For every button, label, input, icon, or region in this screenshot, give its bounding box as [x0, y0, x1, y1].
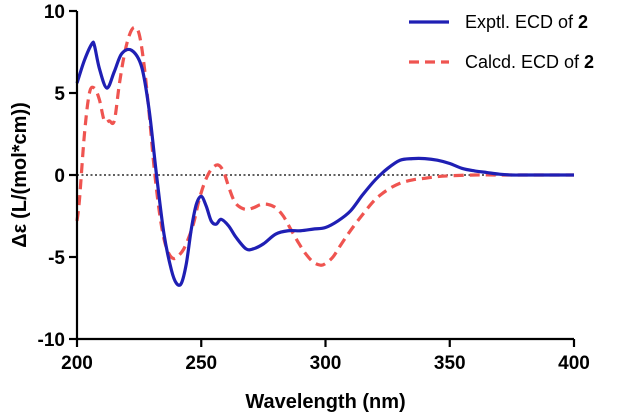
legend-compound-number: 2 [578, 12, 588, 32]
series-line-calcd [75, 25, 574, 267]
legend-compound-number: 2 [584, 52, 594, 72]
x-tick-label: 300 [310, 353, 342, 374]
y-tick-label: 0 [54, 166, 65, 187]
y-tick-label: 5 [54, 84, 65, 105]
axes: 200 250 300 350 400 -10 -5 0 5 10 Wavelength (nm) Δ… [9, 2, 590, 413]
x-tick-label: 250 [185, 353, 217, 374]
x-tick-label: 350 [434, 353, 466, 374]
x-axis-title: Wavelength (nm) [245, 391, 405, 413]
y-axis-unit: (L/(mol*cm)) [9, 102, 31, 219]
legend-entry: Calcd. ECD of 2 [465, 52, 594, 72]
x-tick-label: 200 [61, 353, 93, 374]
plot-lines [75, 25, 574, 287]
series-line-exptl [75, 40, 574, 287]
y-axis-symbol: Δε [9, 223, 31, 247]
legend-entry: Exptl. ECD of 2 [465, 12, 588, 32]
y-tick-label: -10 [38, 330, 65, 351]
y-tick-label: -5 [48, 248, 65, 269]
y-axis-title: Δε (L/(mol*cm)) [9, 102, 31, 248]
y-tick-label: 10 [44, 2, 65, 23]
legend-label: Calcd. ECD of [465, 52, 584, 72]
x-tick-label: 400 [558, 353, 590, 374]
legend-label: Exptl. ECD of [465, 12, 578, 32]
